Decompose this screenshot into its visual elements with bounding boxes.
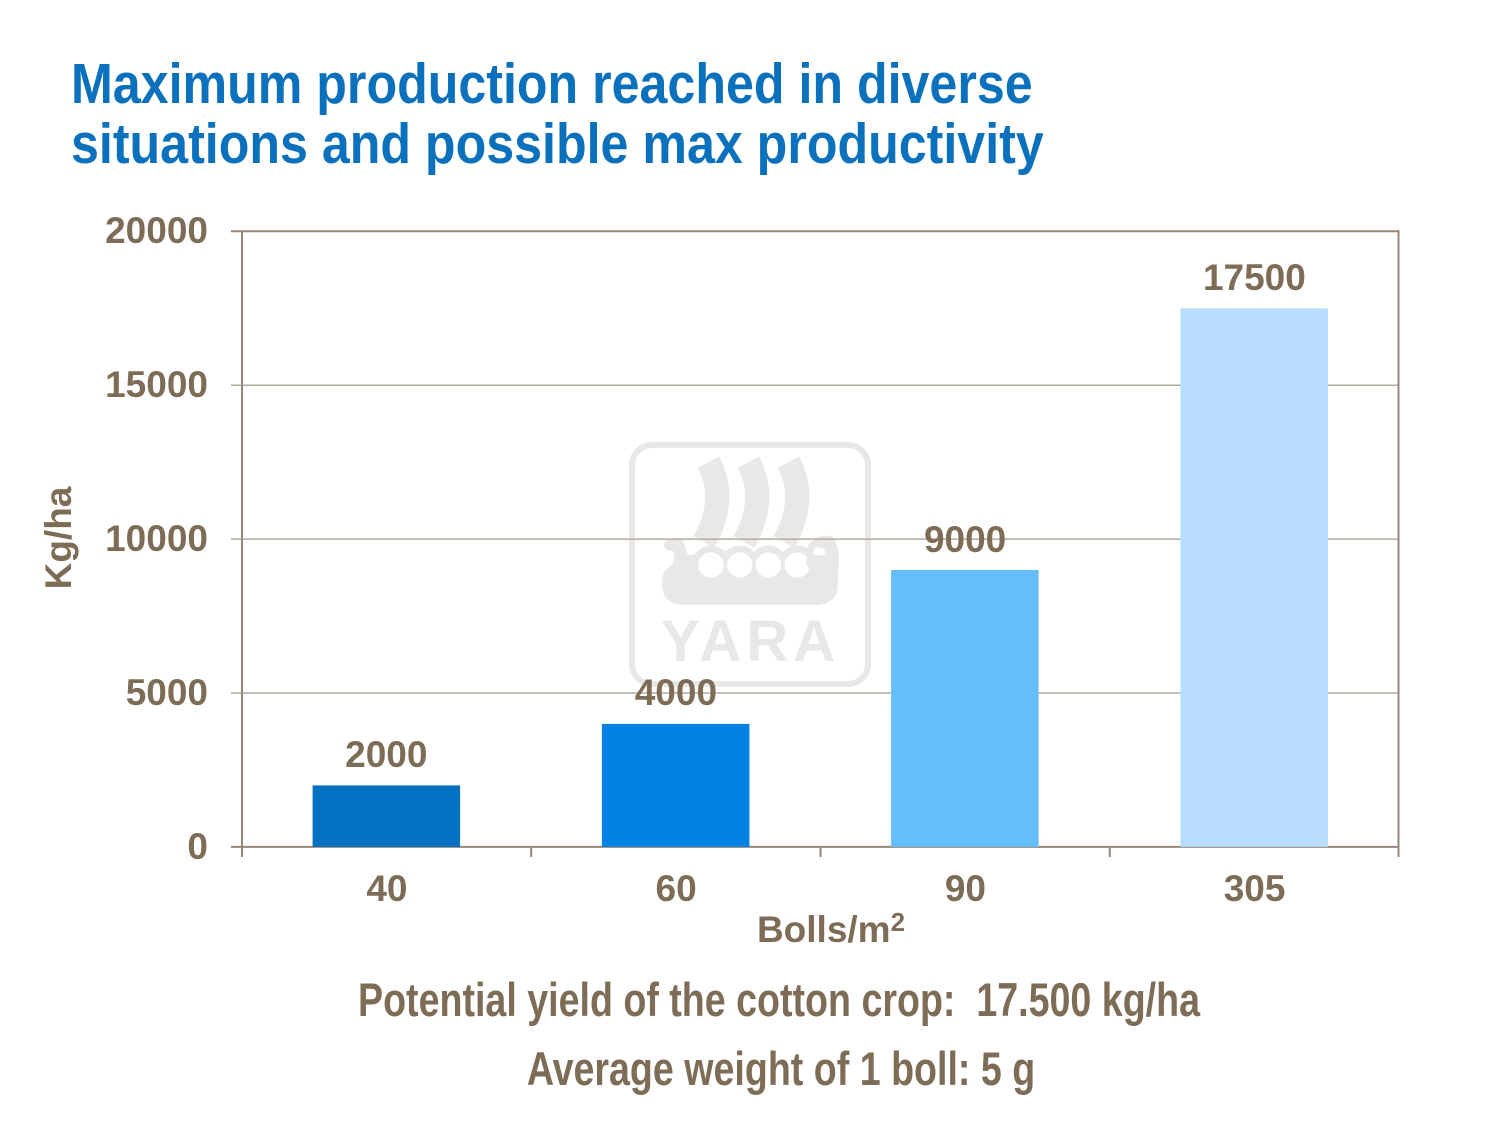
svg-text:YARA: YARA	[661, 609, 840, 674]
